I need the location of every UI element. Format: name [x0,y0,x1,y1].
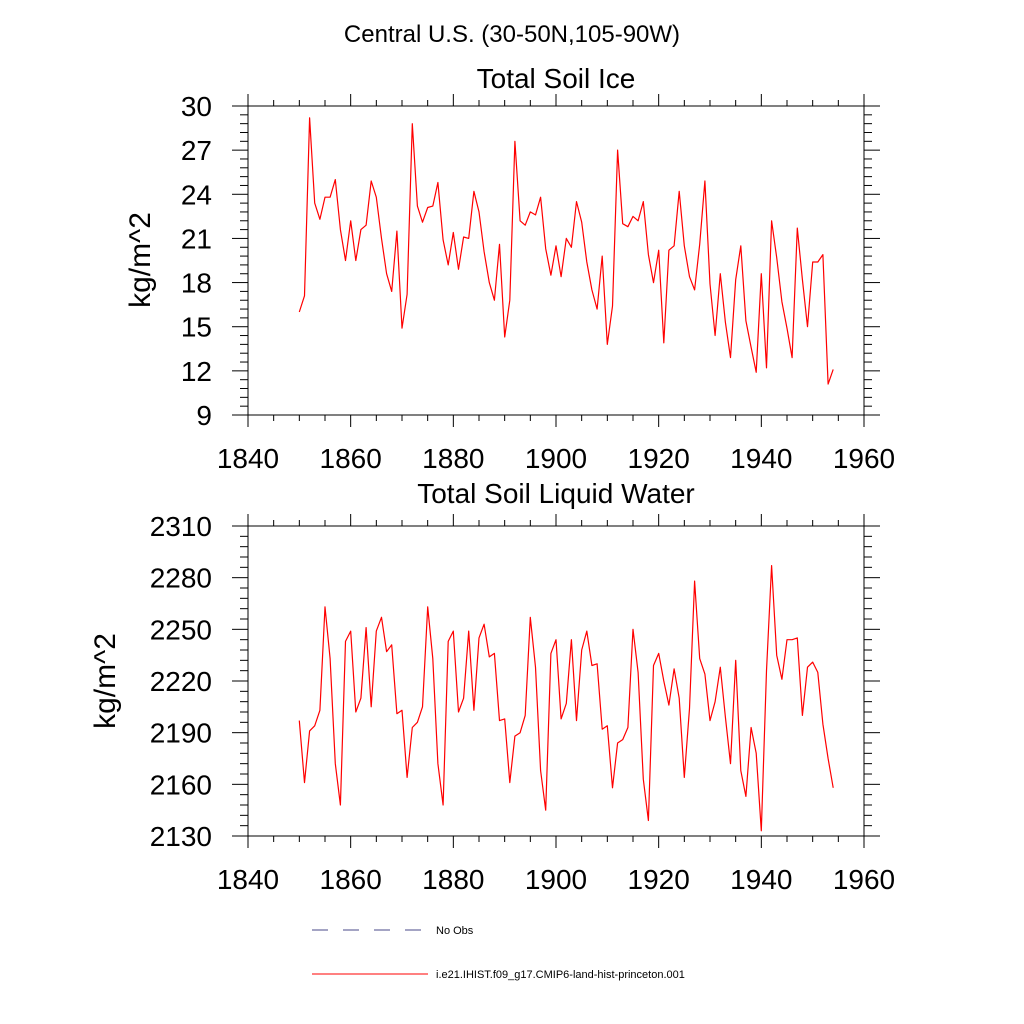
panel-1-axes: 1840 1860 1880 1900 1920 1940 1960 2130 2160 2190… [150,511,895,895]
series-line [298,117,834,385]
x-tick-label: 1900 [525,443,587,474]
x-tick-label: 1880 [422,864,484,895]
y-tick-label: 2220 [150,666,212,697]
y-axis-label: kg/m^2 [89,633,122,729]
panel-title: Total Soil Ice [477,63,636,94]
plot-frame [247,105,865,416]
legend-label-no-obs: No Obs [436,925,474,937]
panel-0-axes: 1840 1860 1880 1900 1920 1940 1960 9 12 15 18 21 24 2… [181,91,895,474]
x-tick-label: 1960 [833,443,895,474]
y-tick-label: 2190 [150,718,212,749]
legend-label-model: i.e21.IHIST.f09_g17.CMIP6-land-hist-prin… [436,969,685,981]
y-tick-label: 2160 [150,769,212,800]
legend: No Obs i.e21.IHIST.f09_g17.CMIP6-land-hi… [312,925,685,981]
y-tick-label: 24 [181,179,212,210]
x-tick-label: 1940 [730,864,792,895]
x-tick-label: 1920 [628,864,690,895]
x-tick-label: 1840 [217,443,279,474]
x-tick-label: 1900 [525,864,587,895]
x-tick-label: 1840 [217,864,279,895]
x-tick-label: 1880 [422,443,484,474]
x-tick-label: 1860 [320,864,382,895]
y-tick-label: 2250 [150,614,212,645]
x-tick-label: 1860 [320,443,382,474]
y-tick-label: 9 [196,400,212,431]
figure-suptitle: Central U.S. (30-50N,105-90W) [344,21,680,48]
y-tick-label: 12 [181,356,212,387]
y-axis-label-group: kg/m^2 [124,212,157,308]
panel-title: Total Soil Liquid Water [417,478,695,509]
y-tick-label: 27 [181,135,212,166]
y-tick-label: 21 [181,223,212,254]
panel-soil-ice: Total Soil Ice kg/m^2 1840 1860 1880 1900 19… [124,63,895,474]
y-tick-label: 15 [181,312,212,343]
x-tick-label: 1960 [833,864,895,895]
y-tick-label: 2130 [150,821,212,852]
y-axis-label-group: kg/m^2 [89,633,122,729]
series-line [298,564,834,832]
y-tick-label: 30 [181,91,212,122]
x-tick-label: 1940 [730,443,792,474]
x-tick-label: 1920 [628,443,690,474]
y-tick-label: 2280 [150,563,212,594]
y-tick-label: 18 [181,268,212,299]
y-axis-label: kg/m^2 [124,212,157,308]
y-tick-label: 2310 [150,511,212,542]
panel-soil-liquid-water: Total Soil Liquid Water kg/m^2 1840 1860 1… [89,478,895,895]
